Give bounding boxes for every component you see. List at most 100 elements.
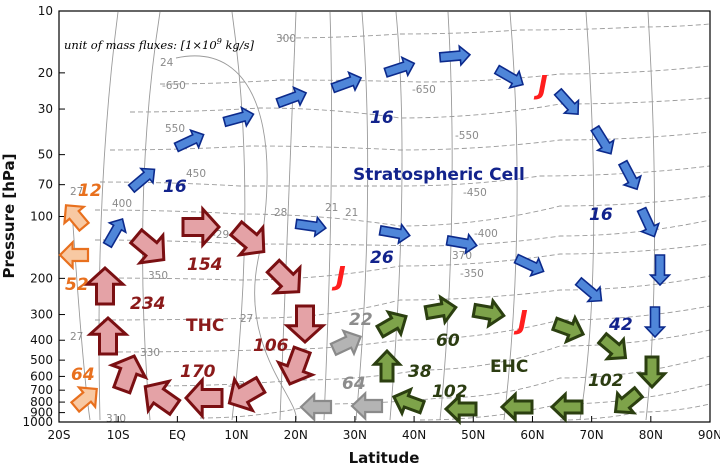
- contour-label: 310: [106, 413, 126, 425]
- y-tick-label: 10: [38, 4, 53, 18]
- contour-label: 370: [452, 250, 472, 262]
- contour-label: 330: [140, 347, 160, 359]
- stratospheric-arrow: [383, 55, 416, 78]
- ehc-arrow: [374, 309, 408, 339]
- stream-line: [323, 11, 333, 421]
- isentrope-line: [99, 165, 711, 187]
- ehc-arrow: [443, 392, 478, 426]
- flux-label: 102: [432, 382, 468, 402]
- jet-marker-upper: J: [533, 71, 548, 101]
- flux-label: 102: [588, 371, 624, 391]
- y-tick-label: 20: [38, 66, 53, 80]
- x-tick-label: 10S: [107, 428, 130, 442]
- ehc-arrow: [613, 385, 645, 415]
- stream-line: [355, 11, 369, 421]
- contour-label: 21: [345, 207, 358, 219]
- contour-label: 350: [148, 270, 168, 282]
- contour-label: -550: [455, 130, 479, 142]
- isentrope-line: [279, 23, 711, 39]
- x-tick-label: 30N: [343, 428, 367, 442]
- y-tick-label: 700: [30, 383, 53, 397]
- flux-label: 154: [187, 255, 223, 275]
- ehc-arrow: [499, 390, 534, 424]
- stream-line: [142, 11, 161, 421]
- thc-arrow: [228, 219, 266, 257]
- stratospheric-arrow: [553, 87, 580, 116]
- thc-arrow: [86, 315, 130, 356]
- flux-label: 64: [71, 365, 95, 385]
- flux-label: 16: [163, 177, 187, 197]
- flux-label: 12: [78, 181, 102, 201]
- ehc-arrow: [549, 390, 584, 424]
- stratospheric-arrow: [636, 206, 661, 238]
- isentrope-line: [199, 355, 711, 419]
- stratospheric-arrow: [102, 218, 127, 249]
- thc-arrow: [107, 354, 149, 395]
- x-axis-label: Latitude: [349, 449, 420, 467]
- ehc-arrow: [596, 331, 628, 361]
- flux-label: 170: [180, 362, 216, 382]
- flux-label: 42: [608, 315, 633, 335]
- y-tick-label: 50: [38, 148, 53, 162]
- flux-label: 64: [342, 374, 366, 394]
- flux-label: 22: [349, 310, 373, 330]
- flux-label: 38: [408, 362, 432, 382]
- gray-arrow: [329, 328, 363, 357]
- ehc-label: EHC: [490, 357, 528, 377]
- orange-arrow: [58, 239, 90, 271]
- stratospheric-arrow: [617, 159, 643, 191]
- stream-line: [231, 11, 246, 421]
- stratospheric-arrow: [574, 276, 603, 303]
- ehc-arrow: [423, 294, 458, 326]
- ehc-arrow: [635, 355, 669, 390]
- y-tick-label: 70: [38, 178, 53, 192]
- stratospheric-cell-label: Stratospheric Cell: [353, 165, 525, 185]
- ehc-arrow: [550, 313, 586, 345]
- contour-label: 27: [70, 186, 83, 198]
- isentrope-line: [94, 195, 711, 227]
- contour-label: 550: [165, 123, 185, 135]
- flux-label: 52: [65, 275, 89, 295]
- orange-arrow: [63, 204, 91, 233]
- orange-arrow: [69, 386, 98, 414]
- isentrope-line: [94, 219, 711, 247]
- y-tick-label: 400: [30, 333, 53, 347]
- contour-label: 24: [160, 57, 174, 69]
- thc-arrow: [283, 304, 327, 345]
- x-tick-label: 60N: [520, 428, 544, 442]
- contour-label: 21: [325, 202, 338, 214]
- stratospheric-arrow: [513, 253, 545, 278]
- flux-label: 60: [436, 331, 460, 351]
- stream-line: [579, 11, 595, 421]
- y-tick-label: 500: [30, 353, 53, 367]
- isentrope-line: [159, 65, 711, 85]
- x-tick-label: 40N: [402, 428, 426, 442]
- stratospheric-arrow: [493, 64, 524, 89]
- ehc-arrow: [391, 386, 427, 418]
- flux-label: 234: [130, 294, 166, 314]
- stratospheric-arrow: [438, 44, 472, 67]
- stratospheric-arrow: [590, 124, 615, 155]
- x-tick-label: 80N: [639, 428, 663, 442]
- stream-line: [503, 11, 518, 421]
- y-tick-label: 600: [30, 369, 53, 383]
- contour-label: 300: [276, 33, 296, 45]
- ehc-arrow: [370, 348, 404, 383]
- thc-arrow: [275, 345, 317, 386]
- stratospheric-arrow: [643, 306, 667, 339]
- gray-arrow: [350, 390, 384, 422]
- isentrope-line: [559, 403, 711, 421]
- y-tick-label: 200: [30, 271, 53, 285]
- jet-marker-middle: J: [331, 262, 346, 292]
- flux-label: 16: [589, 205, 613, 225]
- y-tick-label: 900: [30, 406, 53, 420]
- contour-label: 450: [186, 168, 206, 180]
- x-tick-label: 50N: [461, 428, 485, 442]
- stratospheric-arrow: [445, 232, 478, 255]
- contour-label: 28: [274, 207, 287, 219]
- thc-arrow: [227, 375, 267, 413]
- y-tick-label: 300: [30, 308, 53, 322]
- flux-label: 26: [370, 248, 394, 268]
- contour-label: -350: [460, 268, 484, 280]
